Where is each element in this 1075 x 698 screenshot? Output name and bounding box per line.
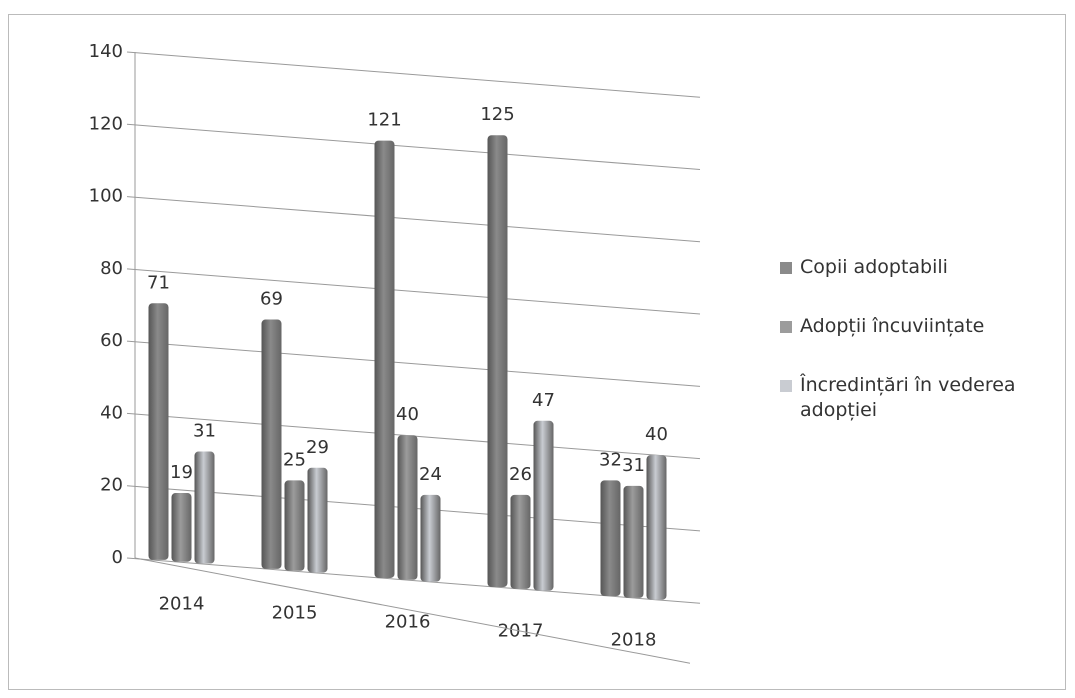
bar xyxy=(397,435,418,580)
legend-item: Copii adoptabili xyxy=(780,255,1070,280)
legend: Copii adoptabili Adopții încuviințate Încr… xyxy=(780,255,1070,457)
data-label: 71 xyxy=(147,272,170,293)
legend-label: Încredințări în vederea adopției xyxy=(800,374,1016,421)
bar xyxy=(487,135,508,587)
legend-item: Adopții încuviințate xyxy=(780,314,1070,339)
bar xyxy=(510,494,531,589)
y-tick-label: 100 xyxy=(89,186,123,207)
legend-swatch xyxy=(780,380,792,392)
grid-line xyxy=(126,123,701,170)
y-tick-label: 40 xyxy=(100,402,123,423)
legend-item: Încredințări în vederea adopției xyxy=(780,373,1070,423)
bar xyxy=(533,420,554,591)
bar xyxy=(600,480,621,597)
data-label: 31 xyxy=(622,455,645,476)
data-label: 69 xyxy=(260,289,283,310)
x-tick-label: 2018 xyxy=(611,630,657,651)
data-label: 26 xyxy=(509,464,532,485)
data-label: 40 xyxy=(396,404,419,425)
bar xyxy=(374,140,395,578)
bar xyxy=(148,303,169,560)
y-tick-label: 140 xyxy=(89,41,123,62)
legend-label: Copii adoptabili xyxy=(800,256,948,278)
data-label: 121 xyxy=(367,110,401,131)
chart-frame xyxy=(8,14,1066,690)
legend-swatch xyxy=(780,262,792,274)
data-label: 32 xyxy=(599,449,622,470)
data-label: 47 xyxy=(532,390,555,411)
y-tick-label: 120 xyxy=(89,113,123,134)
data-label: 40 xyxy=(645,424,668,445)
floor-edge xyxy=(134,557,691,664)
data-label: 24 xyxy=(419,464,442,485)
bar xyxy=(420,494,441,582)
y-tick-label: 60 xyxy=(100,330,123,351)
y-tick-label: 0 xyxy=(112,547,123,568)
data-label: 125 xyxy=(480,104,514,125)
x-tick-label: 2016 xyxy=(385,612,431,633)
y-tick-label: 80 xyxy=(100,258,123,279)
y-tick-label: 20 xyxy=(100,475,123,496)
legend-swatch xyxy=(780,321,792,333)
bar xyxy=(194,451,215,564)
grid-line xyxy=(126,196,701,243)
grid-line xyxy=(126,340,701,387)
data-label: 19 xyxy=(170,462,193,483)
data-label: 29 xyxy=(306,437,329,458)
bar xyxy=(284,480,305,571)
grid-line xyxy=(126,268,701,315)
bar xyxy=(171,493,192,562)
legend-label: Adopții încuviințate xyxy=(800,315,985,337)
x-tick-label: 2015 xyxy=(272,603,318,624)
grid-line xyxy=(126,51,701,98)
bar xyxy=(261,319,282,569)
bar xyxy=(646,455,667,600)
data-label: 25 xyxy=(283,449,306,470)
bar xyxy=(623,485,644,598)
x-tick-label: 2014 xyxy=(159,594,205,615)
data-label: 31 xyxy=(193,421,216,442)
bar xyxy=(307,467,328,573)
